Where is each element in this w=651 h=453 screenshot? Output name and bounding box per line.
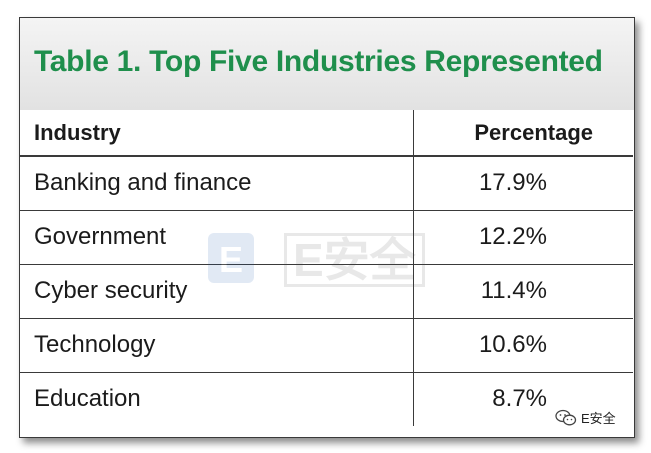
industry-cell: Technology bbox=[20, 317, 414, 372]
table-card: Table 1. Top Five Industries Represented… bbox=[19, 17, 635, 438]
industry-cell: Cyber security bbox=[20, 263, 414, 318]
table-row: Government 12.2% bbox=[20, 209, 633, 264]
table-row: Banking and finance 17.9% bbox=[20, 155, 633, 210]
wechat-icon bbox=[555, 409, 577, 427]
industry-cell: Education bbox=[20, 371, 414, 426]
table-header-row: Industry Percentage bbox=[20, 110, 633, 157]
industry-cell: Banking and finance bbox=[20, 155, 414, 210]
column-header-industry: Industry bbox=[20, 110, 414, 157]
table-row: Education 8.7% bbox=[20, 371, 633, 426]
title-band: Table 1. Top Five Industries Represented bbox=[20, 18, 634, 110]
table-row: Cyber security 11.4% bbox=[20, 263, 633, 318]
table-title: Table 1. Top Five Industries Represented bbox=[34, 45, 603, 78]
percentage-cell: 17.9% bbox=[413, 155, 633, 210]
source-badge: E安全 bbox=[555, 408, 616, 427]
table-row: Technology 10.6% bbox=[20, 317, 633, 372]
badge-text: E安全 bbox=[581, 411, 616, 426]
percentage-cell: 11.4% bbox=[413, 263, 633, 318]
percentage-cell: 10.6% bbox=[413, 317, 633, 372]
industry-cell: Government bbox=[20, 209, 414, 264]
industries-table: Industry Percentage Banking and finance … bbox=[20, 110, 633, 426]
percentage-cell: 8.7% bbox=[413, 371, 633, 426]
column-header-percentage: Percentage bbox=[413, 110, 633, 157]
percentage-cell: 12.2% bbox=[413, 209, 633, 264]
